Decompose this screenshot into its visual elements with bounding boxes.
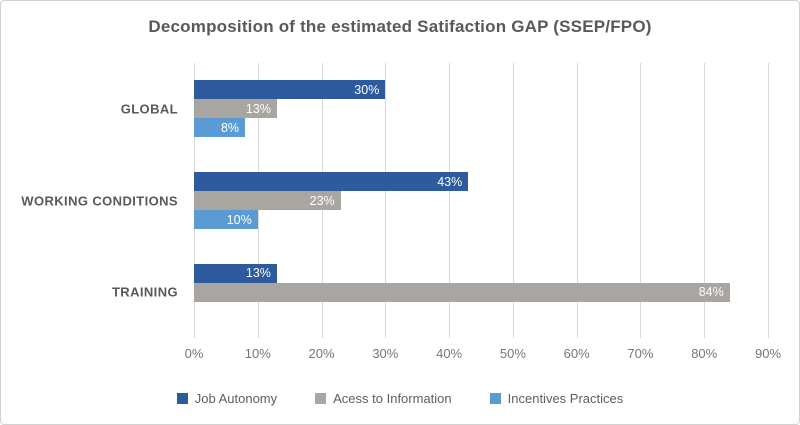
category-label-global: GLOBAL bbox=[120, 101, 178, 117]
legend-label: Acess to Information bbox=[333, 391, 452, 406]
gridline bbox=[385, 63, 387, 338]
bar-job-autonomy-training: 13% bbox=[194, 263, 277, 283]
gridline bbox=[768, 63, 769, 338]
x-tick-label: 30% bbox=[372, 346, 399, 361]
category-label-working-conditions: WORKING CONDITIONS bbox=[21, 193, 178, 208]
bar-value-label: 84% bbox=[698, 285, 724, 300]
x-tick-label: 80% bbox=[691, 346, 718, 361]
plot-area: 30% 13% 8% 43% 23% 10% 13% 84% bbox=[194, 63, 769, 338]
legend-label: Incentives Practices bbox=[507, 391, 624, 406]
bar-job-autonomy-global: 30% bbox=[194, 80, 386, 100]
gridline bbox=[576, 63, 578, 338]
legend-item-acess-to-information: Acess to Information bbox=[315, 391, 452, 406]
x-axis: 0% 10% 20% 30% 40% 50% 60% 70% 80% 90% bbox=[185, 346, 781, 366]
bar-value-label: 23% bbox=[309, 193, 335, 208]
x-tick-label: 90% bbox=[754, 346, 782, 361]
bar-value-label: 30% bbox=[354, 82, 380, 97]
bar-value-label: 13% bbox=[245, 101, 271, 116]
legend-swatch-icon bbox=[176, 393, 188, 404]
gridline bbox=[449, 63, 451, 338]
bar-value-label: 43% bbox=[437, 174, 463, 189]
legend: Job Autonomy Acess to Information Incentiv… bbox=[1, 391, 799, 406]
bar-acess-to-information-training: 84% bbox=[194, 282, 730, 302]
category-axis: GLOBAL WORKING CONDITIONS TRAINING bbox=[1, 63, 178, 338]
bar-incentives-practices-global: 8% bbox=[194, 118, 246, 138]
x-tick-label: 10% bbox=[244, 346, 271, 361]
bar-acess-to-information-working-conditions: 23% bbox=[194, 191, 341, 210]
category-label-training: TRAINING bbox=[111, 284, 178, 300]
bar-incentives-practices-working-conditions: 10% bbox=[194, 210, 258, 229]
gridline bbox=[512, 63, 514, 338]
x-tick-label: 20% bbox=[308, 346, 335, 361]
legend-label: Job Autonomy bbox=[194, 391, 278, 406]
legend-swatch-icon bbox=[489, 393, 501, 404]
chart-title: Decomposition of the estimated Satifacti… bbox=[148, 17, 652, 36]
x-tick-label: 0% bbox=[184, 346, 204, 361]
x-tick-label: 40% bbox=[436, 346, 463, 361]
bar-value-label: 13% bbox=[245, 266, 271, 281]
bar-acess-to-information-global: 13% bbox=[194, 99, 277, 119]
legend-swatch-icon bbox=[315, 393, 327, 404]
legend-item-incentives-practices: Incentives Practices bbox=[489, 391, 624, 406]
x-tick-label: 70% bbox=[627, 346, 654, 361]
legend-item-job-autonomy: Job Autonomy bbox=[176, 391, 278, 406]
bar-job-autonomy-working-conditions: 43% bbox=[194, 172, 469, 191]
gridline bbox=[640, 63, 642, 338]
x-tick-label: 50% bbox=[499, 346, 526, 361]
x-tick-label: 60% bbox=[563, 346, 590, 361]
gridline bbox=[704, 63, 706, 338]
bar-value-label: 10% bbox=[226, 212, 252, 227]
bar-value-label: 8% bbox=[220, 120, 240, 135]
